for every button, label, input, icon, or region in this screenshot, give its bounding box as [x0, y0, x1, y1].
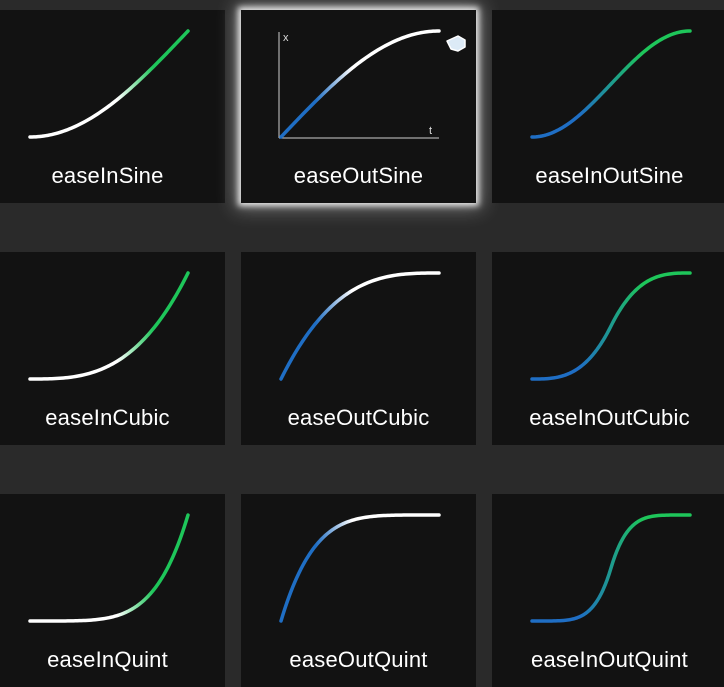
- easing-label: easeOutSine: [293, 163, 424, 188]
- easing-label: easeOutQuint: [289, 647, 428, 672]
- drag-handle-icon[interactable]: [446, 35, 466, 52]
- easing-curve: [28, 513, 190, 623]
- easing-curve: [28, 271, 190, 381]
- easing-curve: [530, 29, 692, 139]
- easing-curve: [279, 29, 441, 139]
- easing-card-ease-in-sine[interactable]: easeInSine: [0, 10, 225, 203]
- easing-card-ease-out-quint[interactable]: easeOutQuint: [241, 494, 476, 687]
- easing-card-ease-in-out-cubic[interactable]: easeInOutCubic: [492, 252, 724, 445]
- easing-card-ease-in-quint[interactable]: easeInQuint: [0, 494, 225, 687]
- easing-card-ease-in-cubic[interactable]: easeInCubic: [0, 252, 225, 445]
- x-axis-label: x: [283, 32, 289, 44]
- easing-curve-plot: [530, 29, 692, 139]
- t-axis-label: t: [429, 125, 432, 137]
- easing-curve-plot: [530, 271, 692, 381]
- easing-curve-plot: [279, 513, 441, 623]
- easing-curve: [530, 271, 692, 381]
- easing-card-ease-in-out-sine[interactable]: easeInOutSine: [492, 10, 724, 203]
- easing-curve: [530, 513, 692, 623]
- easing-card-ease-in-out-quint[interactable]: easeInOutQuint: [492, 494, 724, 687]
- easing-label: easeInQuint: [47, 647, 168, 672]
- easing-label: easeOutCubic: [287, 405, 430, 430]
- easing-curve-plot: x t: [278, 29, 466, 139]
- easing-label: easeInOutQuint: [531, 647, 688, 672]
- easing-curve-plot: [28, 271, 190, 381]
- easing-curve-plot: [28, 513, 190, 623]
- easing-label: easeInOutCubic: [529, 405, 690, 430]
- easing-label: easeInCubic: [45, 405, 170, 430]
- easing-label: easeInSine: [51, 163, 164, 188]
- easing-curve: [279, 271, 441, 381]
- easing-curve: [279, 513, 441, 623]
- easing-label: easeInOutSine: [535, 163, 684, 188]
- easing-curve-plot: [530, 513, 692, 623]
- easing-curve-plot: [28, 29, 190, 139]
- easing-card-ease-out-sine[interactable]: x t easeOutSine: [241, 10, 476, 203]
- easing-curve: [28, 29, 190, 139]
- easing-card-ease-out-cubic[interactable]: easeOutCubic: [241, 252, 476, 445]
- easing-curve-plot: [279, 271, 441, 381]
